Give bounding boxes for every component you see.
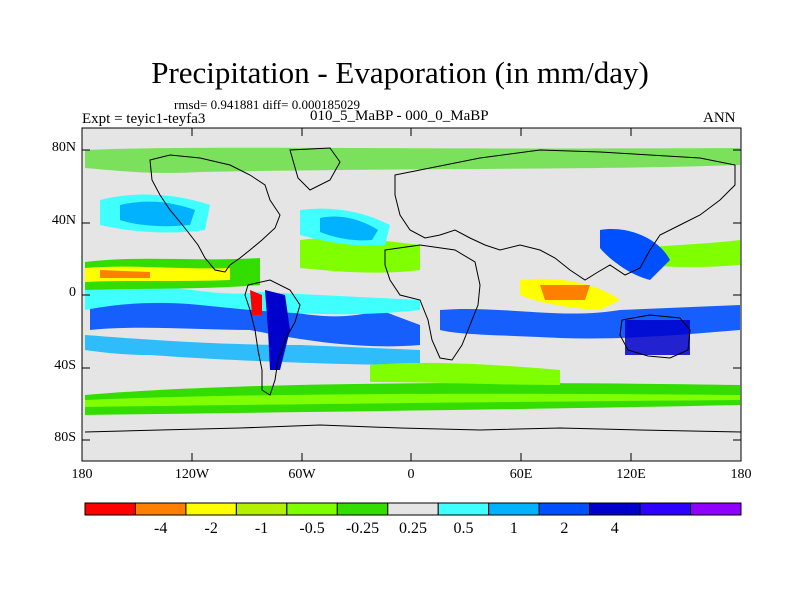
colorbar-swatch xyxy=(336,502,389,516)
plot-title: Precipitation - Evaporation (in mm/day) xyxy=(151,55,649,90)
colorbar-label: -0.5 xyxy=(299,520,325,537)
lat-label-80s: 80S xyxy=(54,430,76,445)
lat-label-40s: 40S xyxy=(54,358,76,373)
colorbar-label: 1 xyxy=(509,520,518,537)
colorbar xyxy=(84,502,742,516)
experiment-label: Expt = teyic1-teyfa3 xyxy=(82,111,206,127)
lon-label-60w: 60W xyxy=(288,467,316,482)
lon-label-180w: 180 xyxy=(71,467,93,482)
colorbar-swatch xyxy=(387,502,439,516)
lon-label-120e: 120E xyxy=(616,467,646,482)
colorbar-swatch xyxy=(185,502,237,516)
colorbar-label: 0.5 xyxy=(453,520,474,537)
colorbar-label: 0.25 xyxy=(399,520,427,537)
lat-label-40n: 40N xyxy=(51,213,76,228)
colorbar-label: -0.25 xyxy=(345,520,380,537)
colorbar-swatch xyxy=(235,502,288,516)
colorbar-swatch xyxy=(538,502,591,516)
colorbar-label: -1 xyxy=(254,520,269,537)
colorbar-label: -2 xyxy=(204,520,218,537)
colorbar-label: 2 xyxy=(560,520,569,537)
colorbar-swatch xyxy=(84,502,136,516)
stats-line: rmsd= 0.941881 diff= 0.000185029 xyxy=(174,97,360,112)
colorbar-swatch xyxy=(690,502,742,516)
season-label: ANN xyxy=(703,110,736,126)
lat-label-80n: 80N xyxy=(51,140,76,155)
field-patches xyxy=(85,147,740,415)
map-panel xyxy=(81,127,742,462)
lat-label-eq: 0 xyxy=(69,285,76,300)
colorbar-label: -4 xyxy=(154,520,168,537)
lon-ticks xyxy=(81,128,742,461)
colorbar-swatch xyxy=(437,502,490,516)
colorbar-swatch xyxy=(286,502,338,516)
coastlines xyxy=(84,147,742,433)
lon-label-60e: 60E xyxy=(509,467,533,482)
colorbar-label: 4 xyxy=(610,520,619,537)
colorbar-swatch xyxy=(488,502,540,516)
colorbar-swatch xyxy=(639,502,692,516)
lon-label-120w: 120W xyxy=(174,467,210,482)
period-label: 010_5_MaBP - 000_0_MaBP xyxy=(310,108,489,124)
lon-label-180e: 180 xyxy=(730,467,752,482)
lon-label-0: 0 xyxy=(407,467,415,482)
colorbar-swatch xyxy=(589,502,641,516)
colorbar-swatch xyxy=(134,502,187,516)
lat-ticks xyxy=(82,149,741,441)
